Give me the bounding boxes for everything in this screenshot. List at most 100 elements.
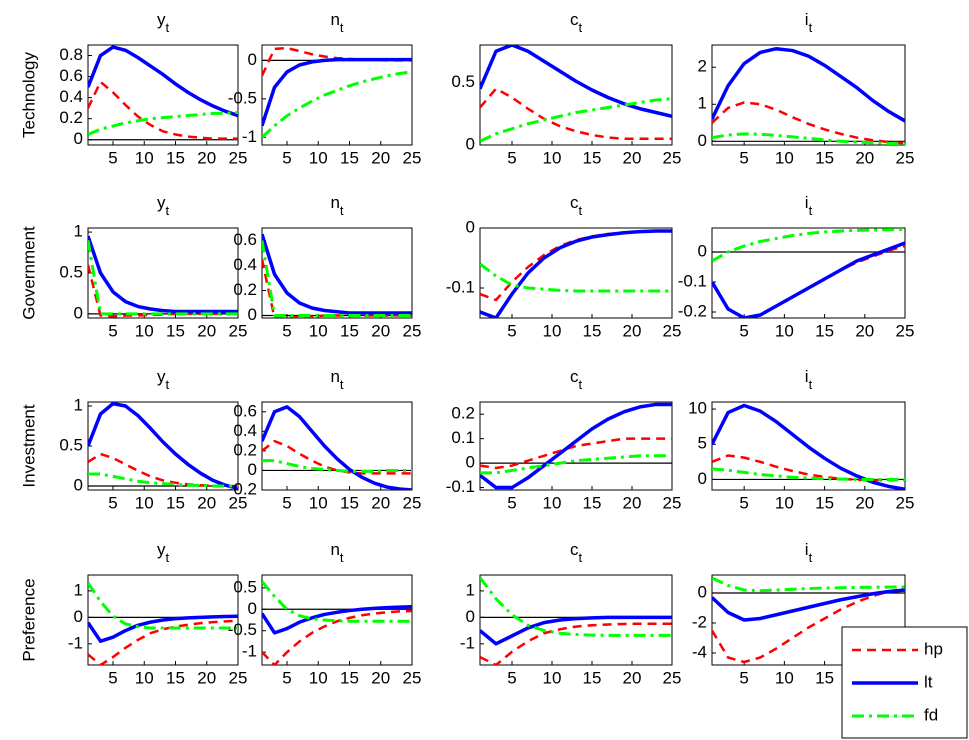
series-line	[480, 262, 672, 293]
series-line	[712, 241, 905, 318]
y-tick-label: -1	[242, 127, 257, 146]
x-tick-label: 15	[340, 321, 359, 340]
panel: yt Government 5 10 15 20 25 0 0.5 1	[19, 193, 247, 340]
title-subscript: t	[578, 20, 582, 35]
series-line	[712, 467, 905, 481]
series-line	[262, 233, 412, 315]
title-symbol: c	[570, 193, 579, 212]
x-tick-label: 10	[135, 148, 154, 167]
panel: yt Technology 5 10 15 20 25 0 0.2 0.4 0.6 0.8	[19, 10, 247, 167]
x-tick-label: 10	[309, 321, 328, 340]
title-subscript: t	[340, 20, 344, 35]
x-tick-label: 10	[135, 321, 154, 340]
row-label: Investment	[19, 404, 38, 487]
panel: ct 5 10 15 20 25 -0.1 0	[446, 193, 682, 340]
series-group	[88, 402, 238, 490]
series-line	[88, 110, 238, 136]
x-tick-label: 20	[855, 321, 874, 340]
series-group	[262, 405, 412, 490]
row-label: Preference	[19, 578, 38, 661]
y-tick-label: 0	[698, 469, 707, 488]
series-line	[88, 472, 238, 488]
x-tick-label: 25	[229, 668, 248, 687]
x-tick-label: 5	[108, 148, 117, 167]
x-tick-label: 5	[739, 321, 748, 340]
y-tick-label: 0	[74, 607, 83, 626]
panel-title: ct	[570, 540, 583, 565]
x-tick-label: 10	[309, 148, 328, 167]
series-line	[262, 609, 412, 665]
series-group	[262, 233, 412, 318]
series-group	[480, 576, 672, 665]
title-symbol: c	[570, 10, 579, 29]
panel: nt 5 10 15 20 25 0 0.2 0.4 0.6	[233, 193, 421, 340]
y-tick-label: 0.2	[233, 280, 257, 299]
series-line	[88, 402, 238, 490]
panel: nt 5 10 15 20 25 -1 -0.5 0 0.5	[228, 540, 422, 687]
title-symbol: i	[805, 10, 809, 29]
title-symbol: n	[330, 193, 339, 212]
y-tick-label: 0.1	[451, 428, 475, 447]
y-tick-label: -0.1	[678, 271, 707, 290]
x-tick-label: 5	[507, 493, 516, 512]
x-tick-label: 15	[583, 668, 602, 687]
x-tick-label: 25	[663, 148, 682, 167]
panel-title: it	[805, 193, 813, 218]
y-tick-label: 0.6	[233, 401, 257, 420]
y-tick-label: 1	[466, 580, 475, 599]
x-tick-label: 10	[543, 493, 562, 512]
panel: it 5 10 15 20 25 0 1 2	[698, 10, 915, 167]
x-tick-label: 5	[739, 148, 748, 167]
y-tick-label: 0	[698, 241, 707, 260]
series-line	[88, 45, 238, 118]
series-group	[712, 46, 905, 145]
y-tick-label: 0.5	[451, 72, 475, 91]
axes-box	[261, 44, 413, 146]
panel: yt Investment 5 10 15 20 25 0 0.5 1	[19, 367, 247, 512]
y-tick-label: 1	[74, 395, 83, 414]
x-tick-label: 25	[896, 321, 915, 340]
title-symbol: n	[330, 10, 339, 29]
x-tick-label: 25	[896, 148, 915, 167]
legend-label: fd	[924, 705, 938, 724]
x-tick-label: 25	[403, 493, 422, 512]
axes-box	[87, 401, 239, 491]
title-symbol: n	[330, 367, 339, 386]
x-tick-label: 25	[403, 668, 422, 687]
axes-box	[711, 44, 906, 146]
y-tick-label: 0	[248, 599, 257, 618]
axes-box	[711, 227, 906, 319]
x-tick-label: 5	[108, 493, 117, 512]
y-tick-label: -4	[692, 642, 707, 661]
x-tick-label: 20	[623, 493, 642, 512]
panel-title: it	[805, 540, 813, 565]
y-tick-label: -1	[460, 633, 475, 652]
x-tick-label: 15	[340, 493, 359, 512]
title-symbol: i	[805, 193, 809, 212]
panel-title: yt	[157, 10, 170, 35]
y-tick-label: 0	[466, 453, 475, 472]
panel-title: nt	[330, 10, 343, 35]
series-line	[88, 235, 238, 314]
x-tick-label: 5	[739, 668, 748, 687]
panel: ct 5 10 15 20 25 0 0.5	[451, 10, 681, 167]
series-line	[262, 604, 412, 635]
y-tick-label: -2	[692, 612, 707, 631]
axes-box	[87, 227, 239, 319]
title-subscript: t	[165, 20, 169, 35]
x-tick-label: 10	[543, 148, 562, 167]
series-line	[262, 439, 412, 475]
x-tick-label: 20	[371, 148, 390, 167]
x-tick-label: 10	[309, 668, 328, 687]
y-tick-label: -0.1	[446, 277, 475, 296]
series-group	[88, 235, 238, 318]
legend-label: hp	[924, 639, 943, 658]
series-line	[88, 619, 238, 665]
y-tick-label: 0	[248, 305, 257, 324]
x-tick-label: 5	[108, 668, 117, 687]
title-subscript: t	[165, 203, 169, 218]
panel-title: yt	[157, 367, 170, 392]
x-tick-label: 25	[663, 493, 682, 512]
series-line	[480, 615, 672, 646]
